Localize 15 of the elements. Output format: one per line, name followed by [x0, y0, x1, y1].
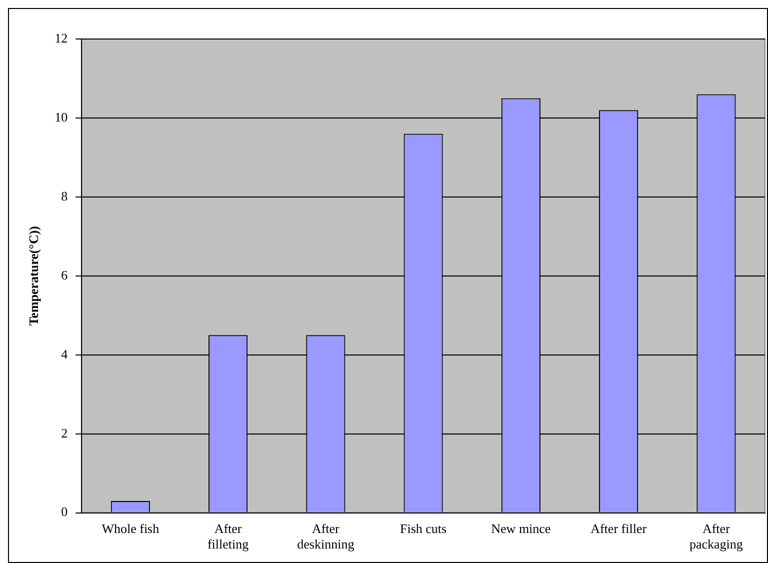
y-tick-label: 8: [61, 188, 68, 204]
y-tick-label: 0: [61, 504, 68, 520]
x-tick-label: Whole fish: [102, 521, 160, 536]
x-tick-label: Fish cuts: [400, 521, 447, 536]
x-tick-label: New mince: [491, 521, 551, 536]
y-axis-title: Temperature(°C)): [26, 226, 42, 326]
x-tick-label: After filleting: [207, 521, 250, 552]
y-tick-label: 6: [61, 267, 68, 282]
y-tick-label: 10: [54, 109, 68, 124]
x-tick-label: After filler: [590, 521, 648, 536]
x-tick-label: After deskinning: [297, 521, 355, 552]
y-tick-label: 4: [61, 346, 68, 362]
y-tick-label: 2: [61, 425, 68, 440]
y-tick-label: 12: [54, 30, 68, 46]
x-tick-label: After packaging: [689, 521, 744, 552]
